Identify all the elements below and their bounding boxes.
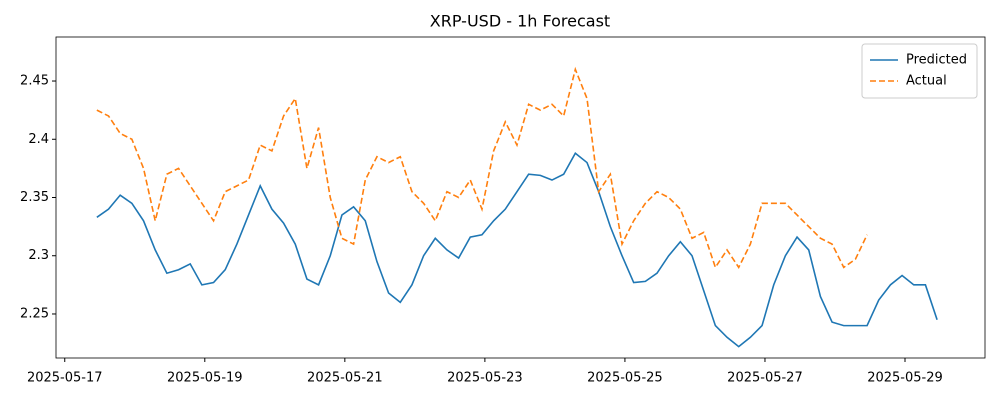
x-tick-label: 2025-05-23 [447, 371, 523, 386]
legend: Predicted Actual [861, 43, 978, 99]
legend-label: Predicted [906, 53, 967, 68]
x-tick-label: 2025-05-19 [167, 371, 243, 386]
series-line [96, 152, 938, 348]
plot-frame [55, 36, 986, 359]
y-tick-label: 2.4 [28, 132, 49, 147]
x-tick-label: 2025-05-27 [727, 371, 803, 386]
y-tick-label: 2.3 [28, 248, 49, 263]
y-tick-label: 2.25 [20, 306, 49, 321]
y-tick-label: 2.35 [20, 190, 49, 205]
x-tick-label: 2025-05-25 [587, 371, 663, 386]
x-tick-label: 2025-05-17 [27, 371, 103, 386]
x-tick-label: 2025-05-29 [867, 371, 943, 386]
legend-box [861, 43, 978, 99]
chart-title: XRP-USD - 1h Forecast [430, 12, 610, 31]
legend-label: Actual [906, 74, 947, 89]
series-line [96, 66, 868, 270]
y-tick-label: 2.45 [20, 74, 49, 89]
x-tick-label: 2025-05-21 [307, 371, 383, 386]
